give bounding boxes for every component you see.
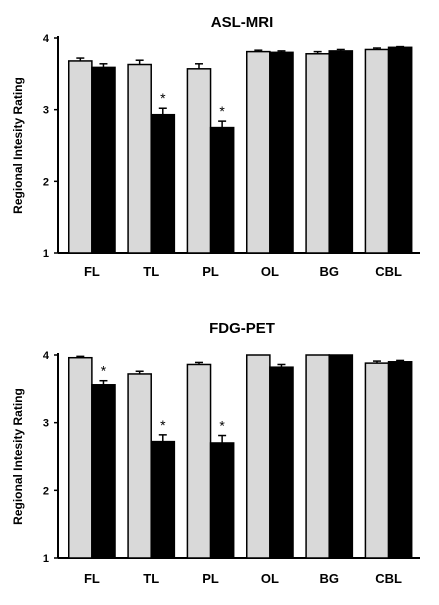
y-tick-label: 1 [43,248,49,260]
y-axis-label: Regional Intesity Rating [11,388,25,525]
significance-mark: * [160,417,166,433]
y-tick-label: 4 [43,33,50,45]
bar-ol-2 [269,366,294,559]
x-tick-label-fl: FL [84,571,100,586]
bar-tl-1 [127,373,152,559]
bar-bg-2 [328,50,354,254]
x-tick-label-pl: PL [202,264,219,279]
bar-pl-2 [209,126,235,254]
y-tick-label: 3 [43,418,49,430]
y-tick-label: 1 [43,553,49,565]
x-tick-label-tl: TL [143,571,159,586]
bar-bg-1 [305,354,330,559]
bar-cbl-1 [364,48,390,254]
x-tick-label-bg: BG [319,264,339,279]
bar-ol-2 [269,51,294,254]
x-tick-label-cbl: CBL [375,571,402,586]
x-tick-label-tl: TL [143,264,159,279]
chart-title: ASL-MRI [211,14,274,31]
bar-bg-2 [328,354,354,559]
x-tick-label-bg: BG [319,571,339,586]
x-tick-label-cbl: CBL [375,264,402,279]
bar-pl-2 [209,442,235,559]
y-tick-label: 3 [43,105,49,117]
chart-title: FDG-PET [209,320,275,337]
bar-cbl-2 [387,361,413,559]
bar-fl-1 [67,60,93,254]
bar-ol-1 [245,50,271,254]
bar-tl-1 [127,63,152,254]
significance-mark: * [219,418,225,434]
x-tick-label-pl: PL [202,571,219,586]
bar-fl-2 [91,66,116,254]
y-tick-label: 4 [43,350,50,362]
chart-panel-2: FDG-PET Regional Intesity Rating 1 2 3 4 * FL * T… [11,320,420,586]
significance-mark: * [219,103,225,119]
bar-pl-1 [186,363,212,559]
significance-mark: * [101,363,107,379]
bar-fl-2 [91,384,116,559]
chart-panel-1: ASL-MRI Regional Intesity Rating 1 2 3 4 FL * TL… [11,14,420,279]
bar-cbl-1 [364,362,390,559]
y-tick-label: 2 [43,485,49,497]
x-tick-label-ol: OL [261,571,279,586]
significance-mark: * [160,90,166,106]
bar-ol-1 [245,354,271,559]
bar-pl-1 [186,68,212,254]
bar-cbl-2 [387,46,413,254]
bar-bg-1 [305,53,330,254]
bar-tl-2 [150,113,176,254]
bar-fl-1 [67,356,93,559]
x-tick-label-fl: FL [84,264,100,279]
bar-tl-2 [150,440,176,559]
y-axis-label: Regional Intesity Rating [11,77,25,214]
x-tick-label-ol: OL [261,264,279,279]
y-tick-label: 2 [43,176,49,188]
